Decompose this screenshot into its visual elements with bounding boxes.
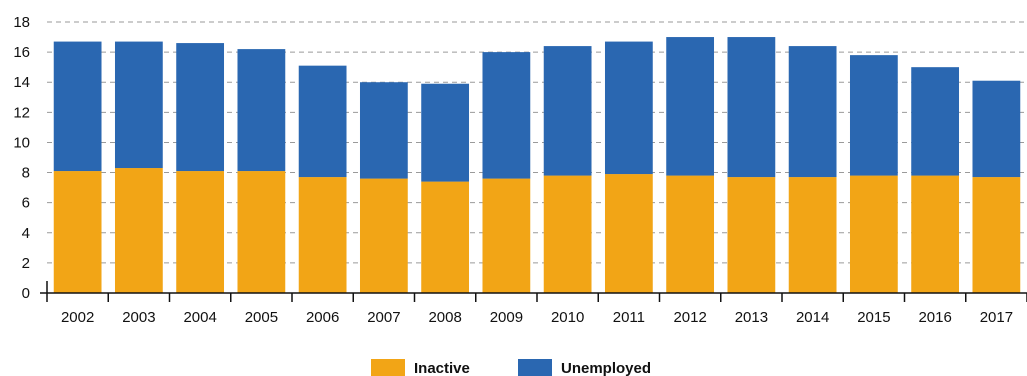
x-tick-label: 2006	[306, 309, 339, 326]
bar-unemployed-2009	[482, 52, 531, 179]
legend-label-inactive: Inactive	[414, 360, 470, 376]
x-tick-label: 2008	[428, 309, 461, 326]
bar-unemployed-2005	[237, 49, 286, 172]
bar-unemployed-2014	[788, 46, 837, 178]
y-tick-label: 14	[13, 74, 30, 91]
x-tick-label: 2016	[918, 309, 951, 326]
bar-unemployed-2006	[298, 65, 347, 178]
bar-inactive-2010	[543, 175, 592, 293]
bars	[53, 37, 1021, 293]
x-tick-label: 2009	[490, 309, 523, 326]
x-tick-label: 2005	[245, 309, 278, 326]
y-tick-label: 2	[22, 255, 30, 272]
y-tick-label: 10	[13, 134, 30, 151]
x-tick-label: 2010	[551, 309, 584, 326]
bar-inactive-2013	[727, 177, 776, 293]
bar-inactive-2002	[53, 171, 102, 293]
bar-unemployed-2012	[666, 37, 715, 176]
y-tick-label: 12	[13, 104, 30, 121]
x-tick-label: 2015	[857, 309, 890, 326]
bar-unemployed-2015	[849, 55, 898, 176]
x-tick-label: 2012	[673, 309, 706, 326]
y-axis-tick-labels: 0 2 4 6 8 10 12 14 16 18	[13, 14, 30, 302]
bar-unemployed-2010	[543, 46, 592, 176]
bar-unemployed-2008	[421, 83, 470, 182]
y-tick-label: 4	[22, 225, 30, 242]
bar-unemployed-2007	[359, 82, 408, 179]
y-tick-label: 6	[22, 195, 30, 212]
bar-unemployed-2002	[53, 41, 102, 172]
x-tick-label: 2013	[735, 309, 768, 326]
bar-inactive-2006	[298, 177, 347, 293]
x-tick-label: 2011	[613, 309, 645, 326]
x-tick-label: 2004	[183, 309, 216, 326]
bar-unemployed-2016	[911, 67, 960, 176]
bar-inactive-2009	[482, 178, 531, 293]
bar-inactive-2008	[421, 181, 470, 293]
x-tick-label: 2002	[61, 309, 94, 326]
legend-swatch-unemployed	[518, 359, 552, 376]
bar-inactive-2014	[788, 177, 837, 293]
bar-inactive-2011	[604, 174, 653, 293]
bar-inactive-2005	[237, 171, 286, 293]
bar-unemployed-2004	[176, 43, 225, 172]
x-axis: 2002 2003 2004 2005 2006 2007 2008 2009 2010 2011…	[40, 281, 1027, 326]
bar-inactive-2007	[359, 178, 408, 293]
bar-inactive-2016	[911, 175, 960, 293]
bar-inactive-2012	[666, 175, 715, 293]
bar-inactive-2015	[849, 175, 898, 293]
x-tick-label: 2017	[980, 309, 1013, 326]
y-tick-label: 8	[22, 165, 30, 182]
legend-label-unemployed: Unemployed	[561, 360, 651, 376]
x-tick-label: 2014	[796, 309, 829, 326]
x-tick-label: 2007	[367, 309, 400, 326]
legend-swatch-inactive	[371, 359, 405, 376]
bar-unemployed-2017	[972, 80, 1021, 178]
bar-inactive-2004	[176, 171, 225, 293]
bar-inactive-2017	[972, 177, 1021, 293]
bar-unemployed-2011	[604, 41, 653, 175]
y-tick-label: 16	[13, 44, 30, 61]
y-tick-label: 18	[13, 14, 30, 31]
x-tick-label: 2003	[122, 309, 155, 326]
y-tick-label: 0	[22, 285, 30, 302]
bar-unemployed-2013	[727, 37, 776, 178]
legend: Inactive Unemployed	[371, 359, 651, 376]
bar-inactive-2003	[114, 168, 163, 293]
bar-unemployed-2003	[114, 41, 163, 169]
